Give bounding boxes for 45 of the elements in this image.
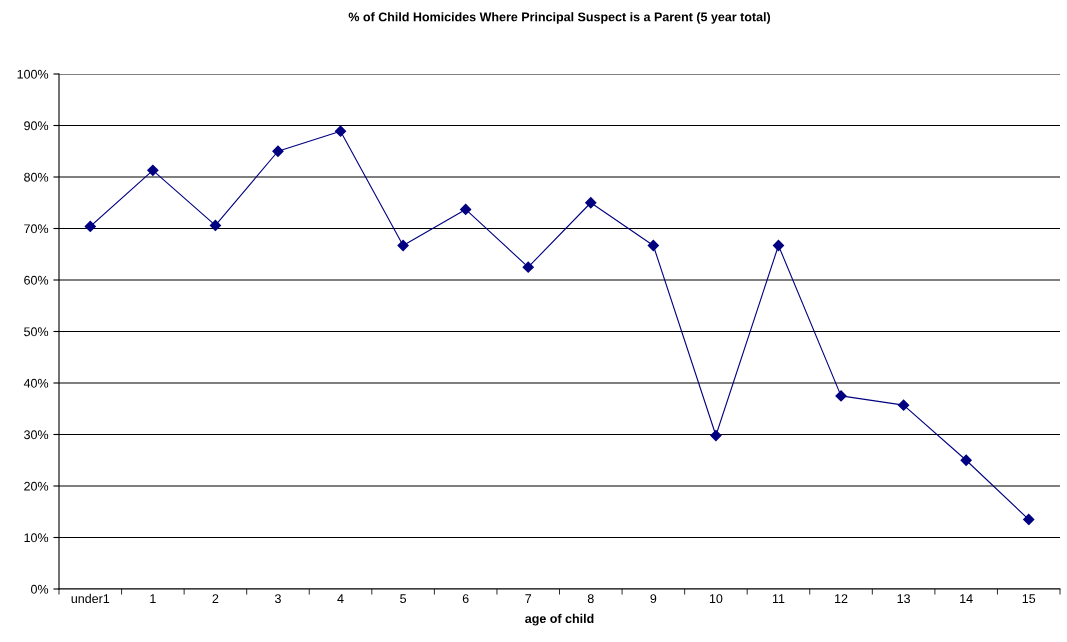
y-tick-label: 10%	[24, 533, 49, 543]
y-tick-label: 50%	[24, 327, 49, 337]
x-tick-label: 9	[650, 594, 657, 604]
y-tick-label: 80%	[24, 172, 49, 182]
y-tick-label: 40%	[23, 378, 49, 388]
point	[835, 390, 847, 402]
point	[397, 239, 409, 252]
point	[772, 239, 785, 252]
x-axis-title: age of child	[525, 613, 594, 626]
y-tick-label: 100%	[17, 69, 49, 79]
y-tick-label: 90%	[24, 121, 49, 131]
x-tick-label: 2	[212, 594, 219, 603]
y-tick-label: 70%	[24, 224, 49, 234]
point	[897, 399, 910, 411]
point	[960, 454, 972, 466]
point	[334, 125, 347, 137]
point	[147, 164, 159, 176]
x-tick-label: 4	[337, 594, 344, 603]
point	[460, 203, 472, 216]
point	[585, 197, 597, 209]
point	[710, 429, 722, 442]
x-tick-label: 6	[462, 594, 469, 604]
point	[272, 145, 284, 157]
point	[1023, 513, 1035, 526]
point	[647, 239, 659, 252]
point	[84, 220, 96, 233]
x-tick-label: 13	[897, 594, 910, 604]
y-tick-label: 0%	[31, 584, 49, 594]
x-tick-label: 3	[274, 594, 281, 604]
y-tick-label: 20%	[24, 481, 49, 491]
y-tick-label: 60%	[24, 275, 49, 285]
x-tick-label: under1	[71, 593, 110, 604]
y-tick-label: 30%	[24, 430, 49, 440]
x-tick-label: 1	[150, 594, 156, 603]
point	[209, 219, 222, 232]
x-tick-label: 5	[400, 594, 407, 604]
x-tick-label: 14	[960, 594, 973, 603]
x-tick-label: 15	[1022, 594, 1036, 604]
x-tick-label: 8	[587, 594, 594, 604]
x-tick-label: 12	[835, 594, 848, 603]
chart-title: % of Child Homicides Where Principal Suspect is a Parent (5 year total)	[348, 12, 771, 24]
x-tick-label: 10	[709, 594, 723, 604]
x-tick-label: 7	[525, 594, 532, 603]
x-tick-label: 11	[772, 594, 785, 603]
point	[522, 261, 534, 273]
